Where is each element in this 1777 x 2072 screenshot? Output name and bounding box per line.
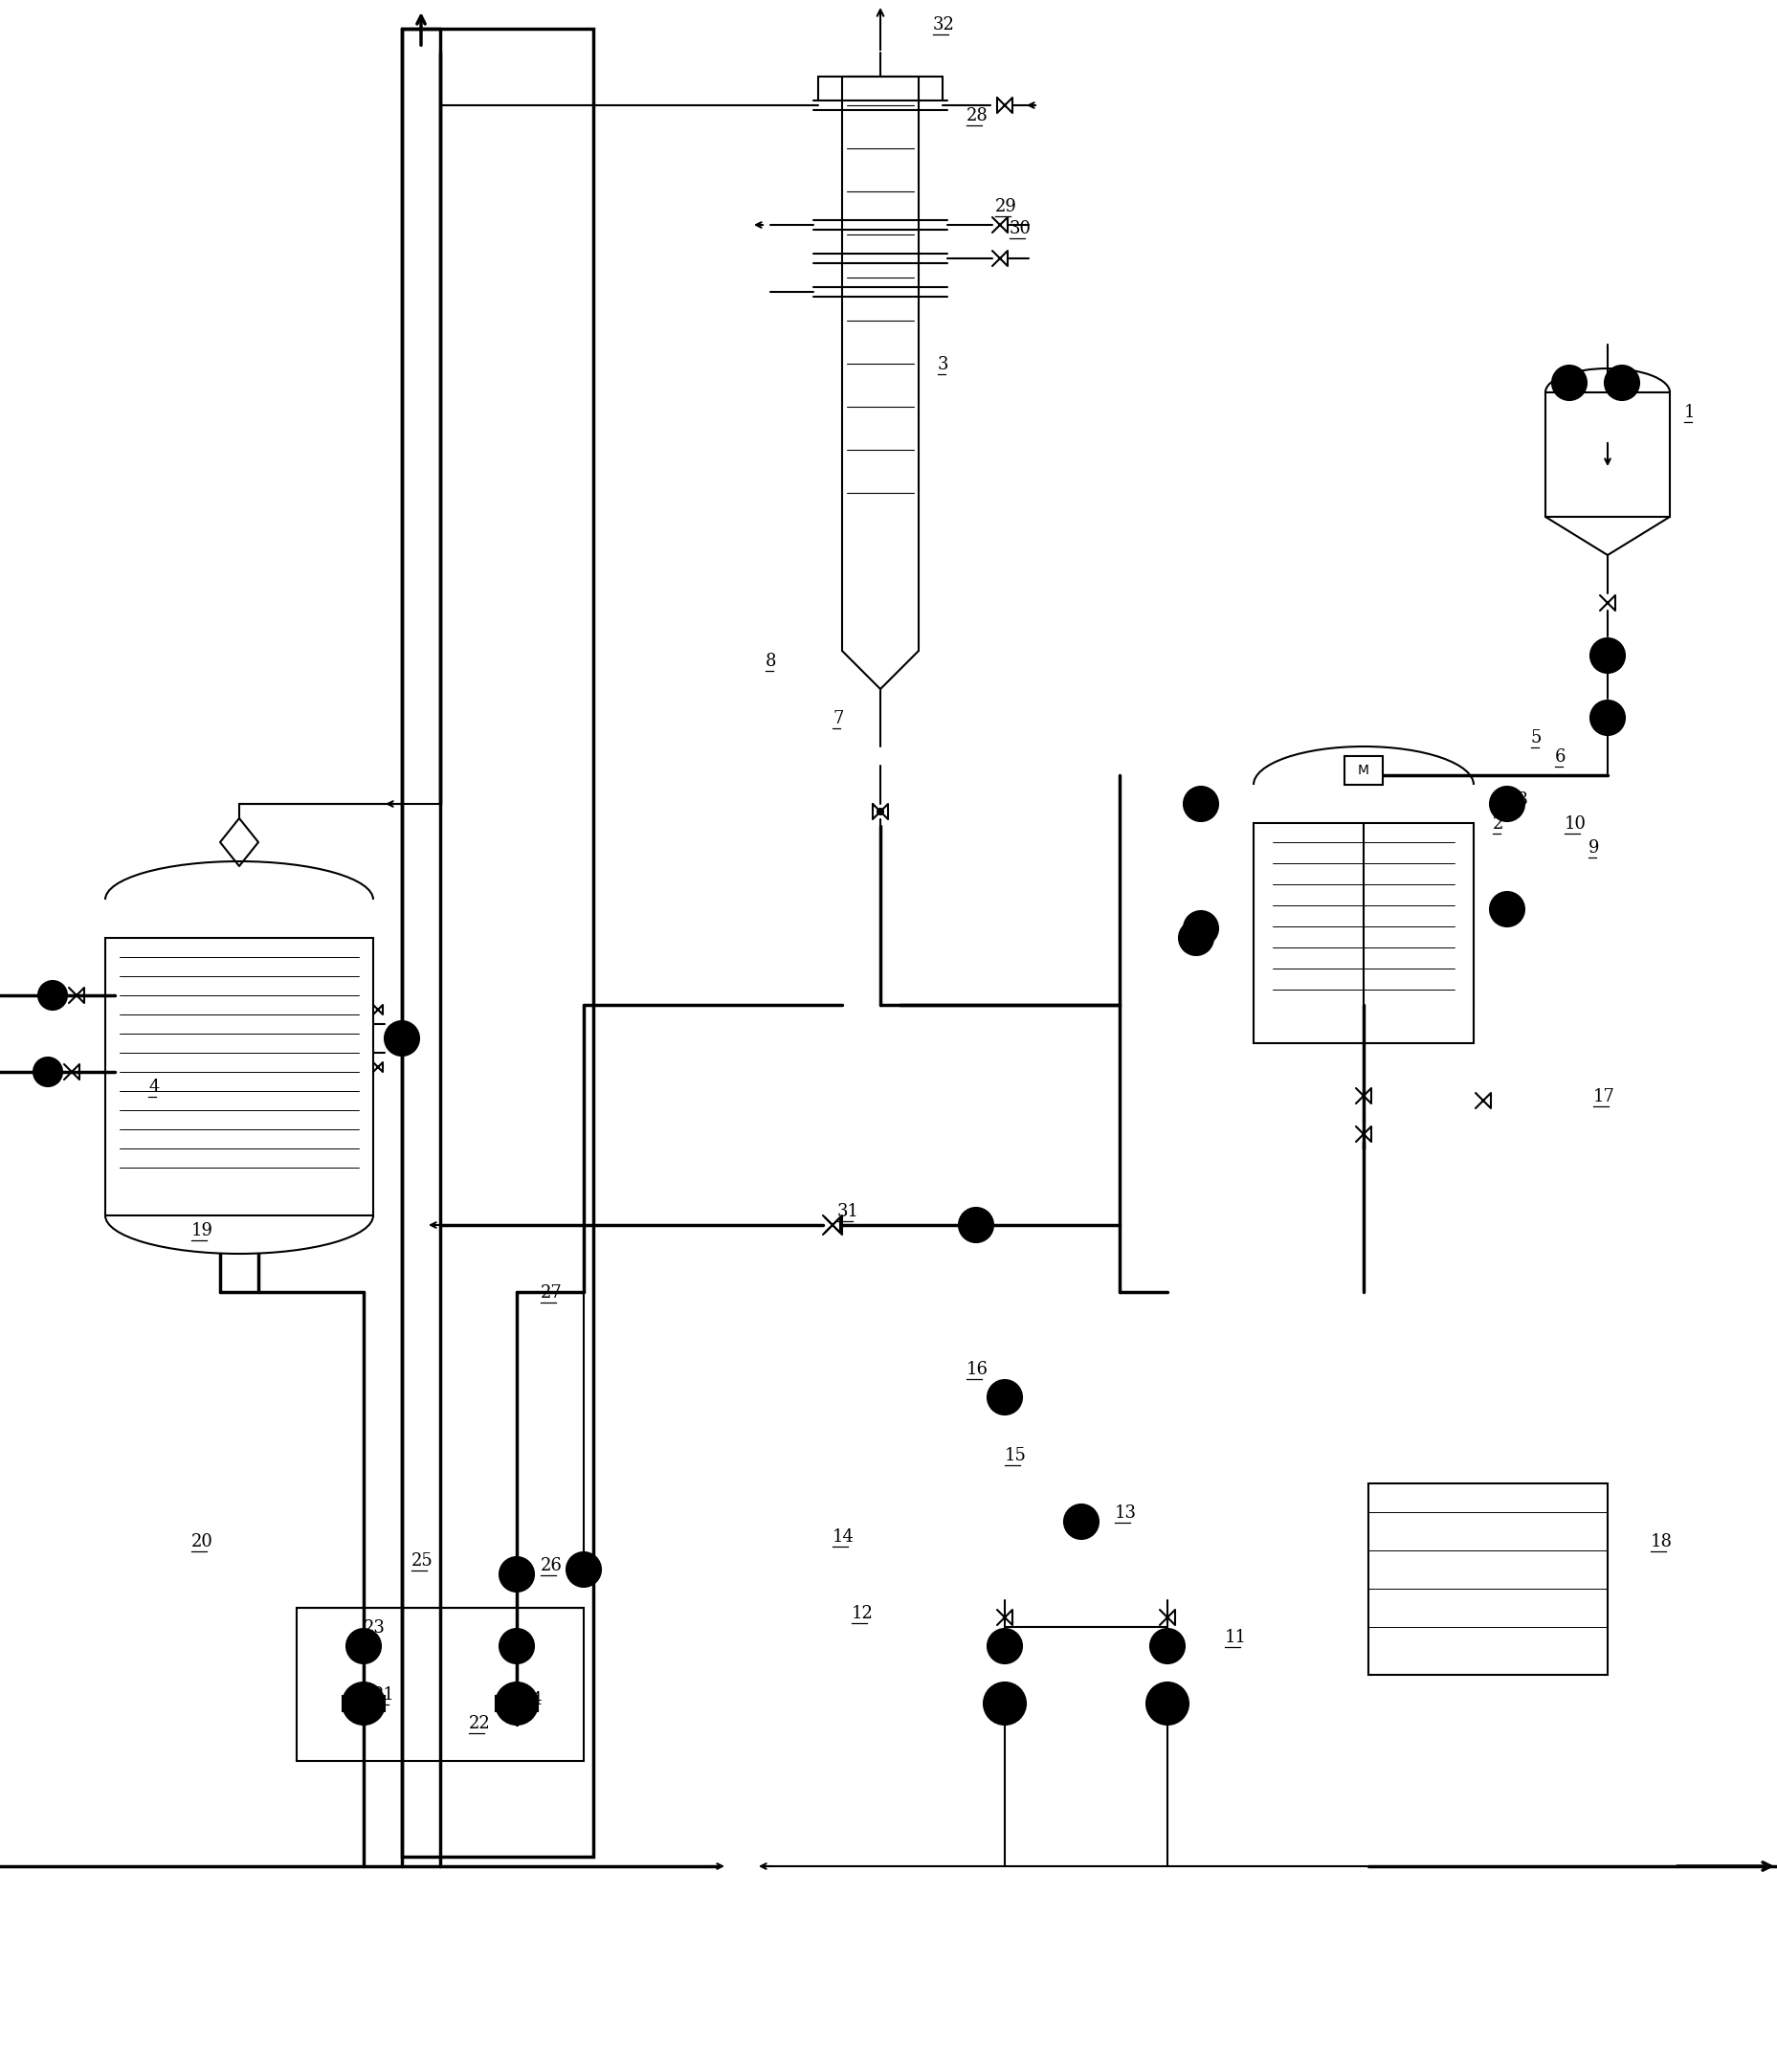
Text: 30: 30 [1009, 220, 1032, 238]
Text: 5: 5 [1532, 729, 1542, 746]
Text: TI: TI [1502, 798, 1512, 810]
Text: 25: 25 [412, 1552, 434, 1571]
Text: S: S [50, 990, 57, 1001]
Text: TI: TI [578, 1564, 590, 1577]
Text: 24: 24 [521, 1691, 544, 1707]
Text: 9: 9 [1589, 839, 1599, 856]
Text: n: n [972, 1218, 979, 1231]
Circle shape [988, 1629, 1022, 1664]
Bar [105, 939, 373, 1216]
Text: TI: TI [1502, 903, 1512, 916]
Text: 4: 4 [147, 1080, 160, 1096]
Text: 11: 11 [1224, 1629, 1247, 1645]
Circle shape [1489, 787, 1525, 821]
Circle shape [1183, 787, 1219, 821]
Text: SG: SG [1599, 711, 1615, 723]
Circle shape [1551, 365, 1587, 400]
Text: 17: 17 [1594, 1088, 1615, 1104]
Text: PI: PI [359, 1639, 370, 1651]
Circle shape [384, 1021, 419, 1055]
Text: S: S [44, 1067, 52, 1077]
Text: 8: 8 [766, 653, 777, 669]
Circle shape [984, 1682, 1025, 1724]
Text: SG: SG [1599, 649, 1615, 661]
Circle shape [39, 980, 68, 1009]
Circle shape [343, 1682, 384, 1724]
Circle shape [347, 1629, 380, 1664]
Circle shape [1178, 920, 1214, 955]
Bar [402, 29, 594, 1857]
Bar [496, 1695, 538, 1711]
Circle shape [988, 1380, 1022, 1415]
Text: 32: 32 [933, 17, 954, 33]
Circle shape [34, 1057, 62, 1086]
Text: 1: 1 [1685, 404, 1695, 421]
Text: PI: PI [999, 1639, 1009, 1651]
Circle shape [1146, 1682, 1189, 1724]
Text: TI: TI [999, 1390, 1009, 1403]
Circle shape [960, 1208, 993, 1243]
Circle shape [1590, 700, 1624, 736]
Circle shape [1064, 1504, 1098, 1539]
Circle shape [1150, 1629, 1185, 1664]
Circle shape [1590, 638, 1624, 673]
Text: 21: 21 [373, 1687, 394, 1703]
Text: TI: TI [512, 1569, 522, 1581]
Text: 14: 14 [832, 1529, 855, 1546]
Circle shape [878, 808, 883, 814]
Text: 18: 18 [1651, 1533, 1672, 1550]
Text: M: M [1358, 765, 1370, 777]
Bar [1345, 756, 1383, 785]
Text: LG: LG [394, 1032, 410, 1044]
Text: 15: 15 [1004, 1446, 1027, 1465]
Text: 27: 27 [540, 1285, 563, 1301]
Bar [1368, 1484, 1608, 1674]
Circle shape [1183, 912, 1219, 945]
Text: 20: 20 [192, 1533, 213, 1550]
Circle shape [499, 1558, 533, 1591]
Text: SG: SG [1560, 377, 1578, 390]
Text: 2: 2 [1493, 816, 1503, 833]
Text: TI: TI [1075, 1515, 1088, 1527]
Text: TI: TI [1191, 932, 1201, 945]
Text: PI: PI [1162, 1639, 1173, 1651]
Text: TI: TI [1196, 922, 1207, 934]
Text: 28: 28 [967, 108, 988, 124]
Bar [297, 1608, 583, 1761]
Bar [343, 1695, 384, 1711]
Text: 3: 3 [938, 356, 949, 373]
Text: 6: 6 [1555, 748, 1566, 767]
Circle shape [1489, 891, 1525, 926]
Text: 23: 23 [364, 1620, 386, 1637]
Text: 29: 29 [995, 199, 1016, 215]
Text: 19: 19 [192, 1222, 213, 1239]
Text: 16: 16 [967, 1361, 988, 1378]
Text: 10: 10 [1564, 816, 1587, 833]
Text: SG: SG [1614, 377, 1631, 390]
Text: 22: 22 [469, 1716, 490, 1732]
Text: 13: 13 [1114, 1504, 1137, 1521]
Circle shape [1605, 365, 1638, 400]
Circle shape [499, 1629, 533, 1664]
Bar [1546, 392, 1670, 516]
Text: 7: 7 [832, 711, 844, 727]
Text: 31: 31 [837, 1204, 860, 1220]
Text: 26: 26 [540, 1558, 563, 1575]
Text: 33: 33 [1507, 792, 1530, 808]
Text: PI: PI [1196, 798, 1207, 810]
Bar [1253, 823, 1473, 1042]
Circle shape [567, 1552, 601, 1587]
Circle shape [496, 1682, 538, 1724]
Text: PI: PI [512, 1639, 522, 1651]
Text: 12: 12 [851, 1606, 874, 1622]
